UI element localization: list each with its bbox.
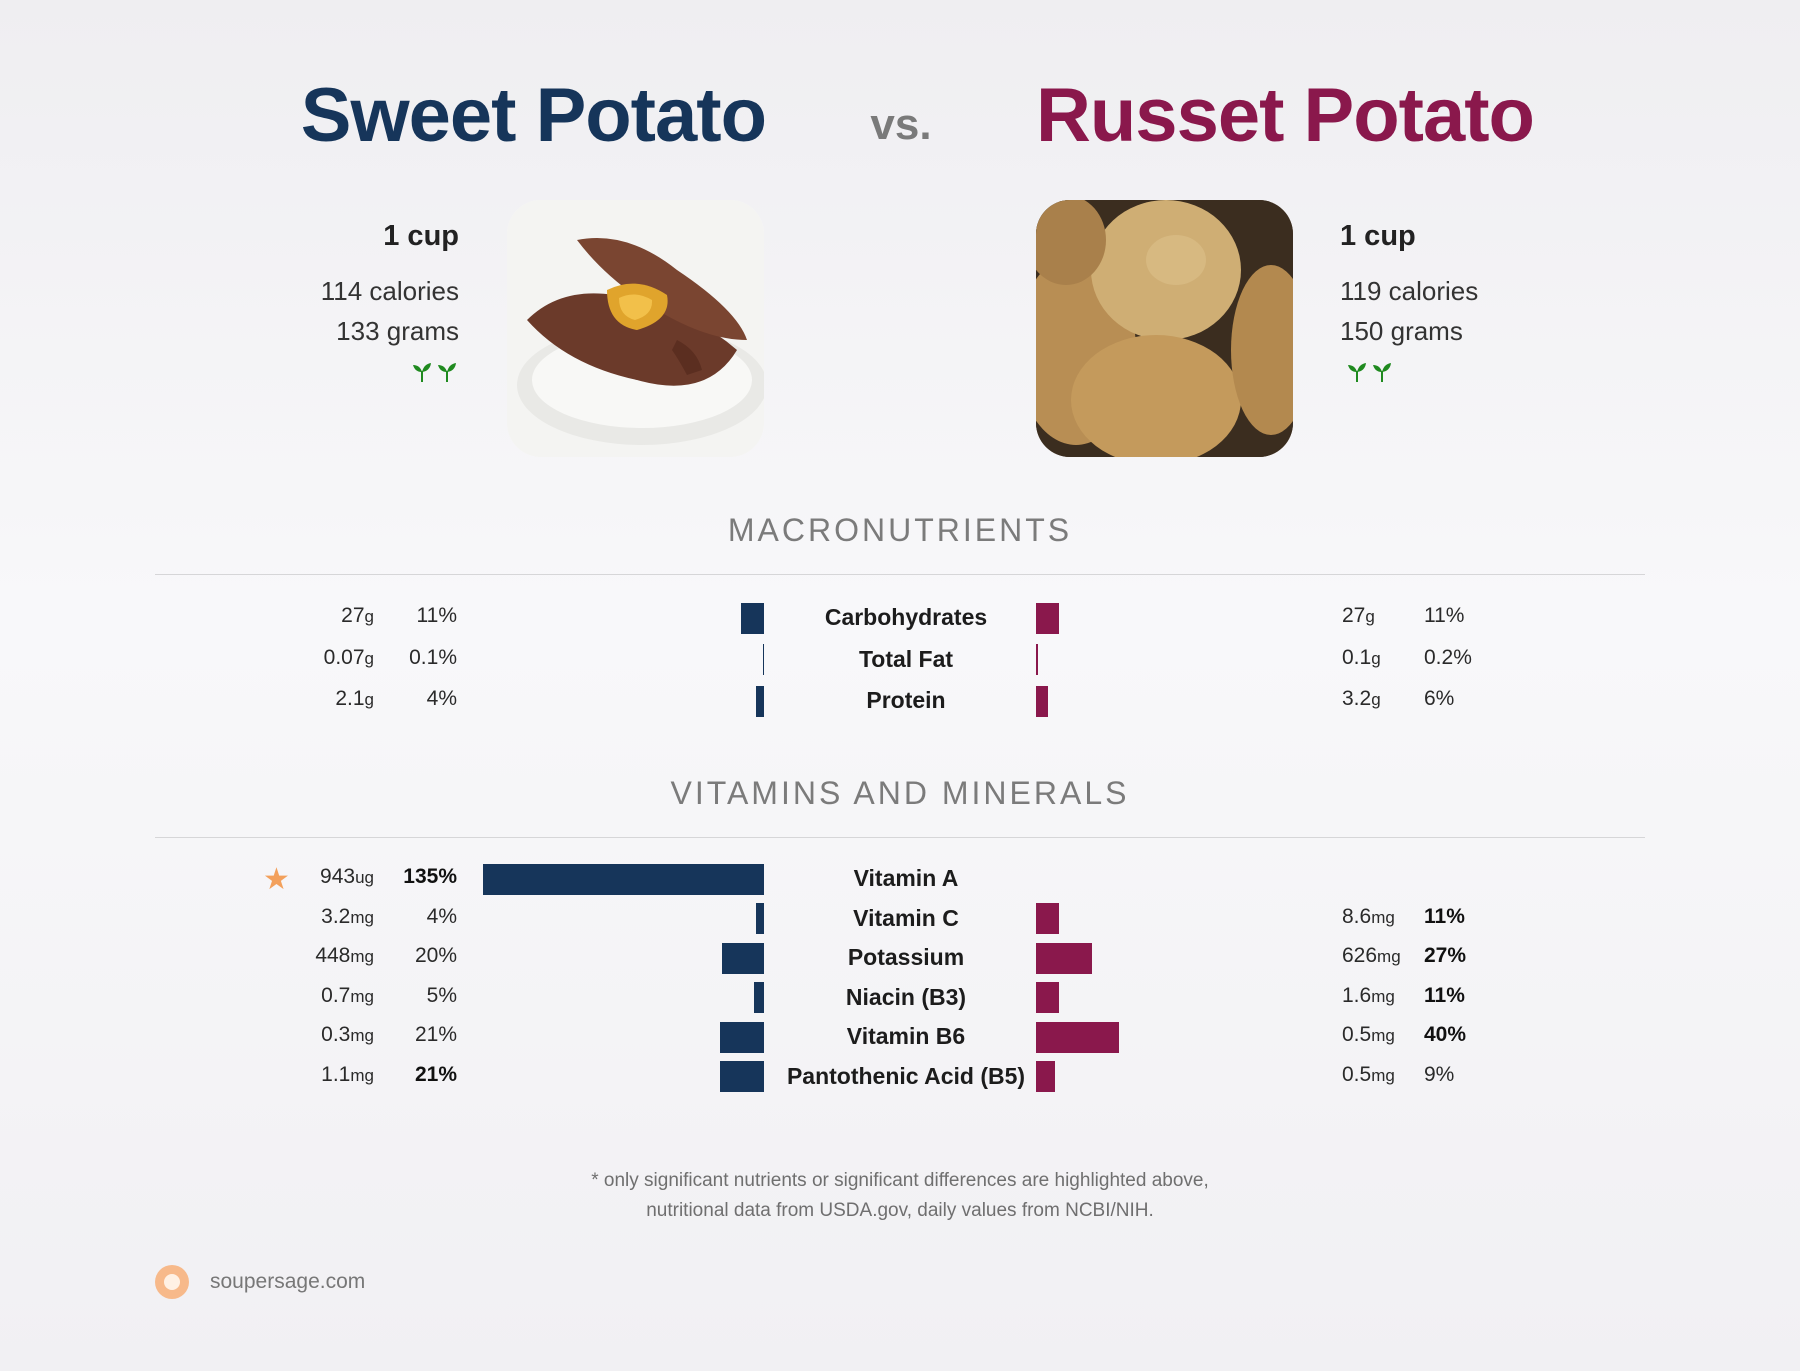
right-percent: 27% <box>1424 944 1467 967</box>
nutrient-label: Vitamin B6 <box>846 1023 966 1049</box>
unit-label: mg <box>350 1065 374 1085</box>
macronutrients-divider <box>155 574 1645 575</box>
left-bar <box>762 644 764 675</box>
left-percent: 21% <box>414 1062 457 1086</box>
soupersage-logo-icon <box>155 1265 189 1299</box>
nutrient-label: Vitamin C <box>853 904 959 931</box>
unit-label: ug <box>355 868 374 887</box>
unit-label: g <box>1365 607 1375 626</box>
footnote-line-2: nutritional data from USDA.gov, daily va… <box>646 1200 1154 1221</box>
left-amount: 0.7mg <box>321 983 374 1007</box>
right-amount: 8.6mg <box>1342 904 1395 928</box>
left-bar <box>483 863 764 895</box>
unit-label: mg <box>350 1026 374 1045</box>
unit-label: g <box>364 648 374 668</box>
right-percent: 6% <box>1424 687 1455 710</box>
left-percent: 11% <box>416 604 457 627</box>
right-calories: 119 calories <box>1340 276 1479 306</box>
nutrient-label: Potassium <box>847 944 965 970</box>
right-percent: 9% <box>1424 1062 1455 1086</box>
right-percent: 40% <box>1424 1023 1467 1046</box>
right-bar <box>1036 685 1049 717</box>
left-amount: 0.07g <box>323 645 374 669</box>
unit-label: g <box>364 690 374 709</box>
right-amount: 0.1g <box>1342 645 1381 669</box>
unit-label: g <box>1371 648 1381 668</box>
right-amount: 27g <box>1342 604 1375 627</box>
left-bar <box>722 942 764 974</box>
right-percent: 11% <box>1424 904 1465 928</box>
macronutrients-title: MACRONUTRIENTS <box>727 512 1073 548</box>
right-amount: 0.5mg <box>1342 1023 1395 1046</box>
left-calories: 114 calories <box>320 276 459 306</box>
right-percent: 11% <box>1424 983 1465 1007</box>
right-bar <box>1036 644 1038 675</box>
unit-label: mg <box>1377 947 1401 966</box>
left-amount: 2.1g <box>335 687 374 710</box>
right-percent: 11% <box>1424 604 1465 627</box>
sprout-icon <box>411 360 459 390</box>
nutrient-label: Carbohydrates <box>824 604 988 630</box>
left-percent: 4% <box>426 904 457 928</box>
unit-label: mg <box>350 986 374 1006</box>
star-icon: ★ <box>263 863 290 896</box>
sprout-icon <box>1346 360 1394 390</box>
left-bar <box>755 685 764 717</box>
left-percent: 4% <box>426 687 457 710</box>
right-grams: 150 grams <box>1340 316 1463 346</box>
unit-label: mg <box>350 947 374 966</box>
vitamins-title: VITAMINS AND MINERALS <box>670 775 1130 811</box>
left-percent: 21% <box>414 1023 457 1046</box>
unit-label: mg <box>1371 1065 1395 1085</box>
vs-label: vs. <box>870 100 932 149</box>
nutrient-label: Total Fat <box>858 645 954 672</box>
right-bar <box>1036 942 1093 974</box>
sweet-potato-title: Sweet Potato <box>300 73 767 158</box>
right-amount: 1.6mg <box>1342 983 1395 1007</box>
nutrient-label: Vitamin A <box>853 865 959 891</box>
right-bar <box>1036 1061 1055 1092</box>
unit-label: mg <box>350 907 374 927</box>
nutrient-label: Niacin (B3) <box>845 983 967 1010</box>
left-amount: 943ug <box>320 865 374 888</box>
left-amount: 27g <box>341 604 374 627</box>
right-bar <box>1036 1021 1120 1053</box>
brand-link[interactable]: soupersage.com <box>210 1270 366 1293</box>
left-amount: 3.2mg <box>321 904 374 928</box>
left-percent: 0.1% <box>409 645 457 669</box>
left-bar <box>753 982 764 1013</box>
right-bar <box>1036 982 1059 1013</box>
left-serving: 1 cup <box>383 220 459 252</box>
left-bar <box>720 1061 764 1092</box>
footnote-line-1: * only significant nutrients or signific… <box>591 1170 1209 1191</box>
right-percent: 0.2% <box>1424 645 1472 669</box>
sweet-potato-image <box>507 200 764 457</box>
nutrient-label: Pantothenic Acid (B5) <box>786 1062 1026 1089</box>
left-percent: 20% <box>414 944 457 967</box>
left-amount: 448mg <box>315 944 374 967</box>
left-bar <box>755 903 764 934</box>
left-amount: 0.3mg <box>321 1023 374 1046</box>
right-amount: 3.2g <box>1342 687 1381 710</box>
left-percent: 135% <box>403 865 457 888</box>
right-amount: 626mg <box>1342 944 1401 967</box>
right-bar <box>1036 903 1059 934</box>
unit-label: g <box>1371 690 1381 709</box>
right-bar <box>1036 602 1059 634</box>
right-serving: 1 cup <box>1340 220 1416 252</box>
left-percent: 5% <box>426 983 457 1007</box>
unit-label: mg <box>1371 986 1395 1006</box>
unit-label: g <box>364 607 374 626</box>
left-amount: 1.1mg <box>321 1062 374 1086</box>
nutrient-label: Protein <box>866 687 946 713</box>
left-bar <box>720 1021 764 1053</box>
unit-label: mg <box>1371 907 1395 927</box>
russet-potato-title: Russet Potato <box>1036 73 1535 158</box>
left-bar <box>741 602 764 634</box>
left-grams: 133 grams <box>336 316 459 346</box>
russet-potato-image <box>1036 200 1293 457</box>
vitamins-divider <box>155 837 1645 838</box>
right-amount: 0.5mg <box>1342 1062 1395 1086</box>
unit-label: mg <box>1371 1026 1395 1045</box>
